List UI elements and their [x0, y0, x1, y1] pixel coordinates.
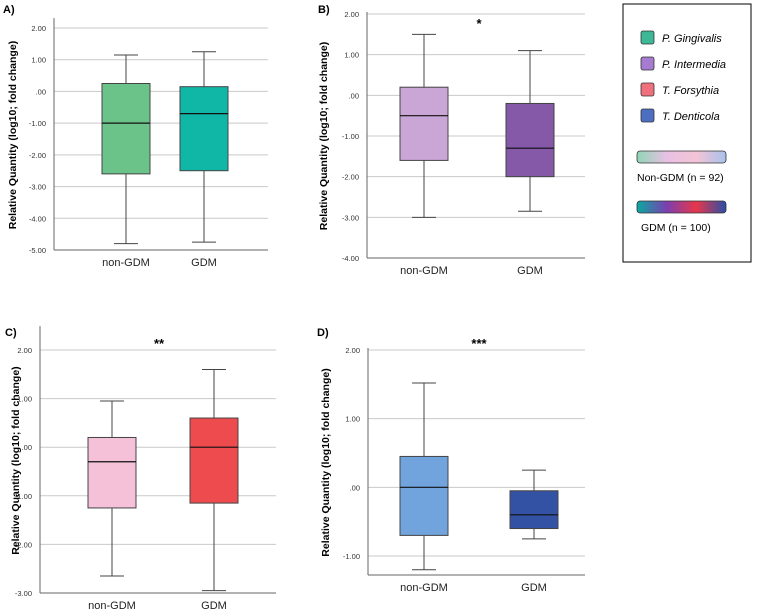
- significance-marker: *: [476, 16, 482, 31]
- panel-label: C): [5, 327, 17, 339]
- panel-label: D): [317, 327, 329, 339]
- box-non-gdm: [87, 400, 137, 577]
- legend-label: T. Denticola: [662, 111, 720, 123]
- y-tick-label: 1.00: [344, 51, 359, 60]
- y-tick-label: 2.00: [345, 346, 360, 355]
- panel-label: A): [3, 4, 15, 16]
- box-iqr: [87, 436, 137, 509]
- legend-swatch: [640, 82, 655, 97]
- legend-label: P. Gingivalis: [662, 33, 722, 45]
- y-tick-label: 1.00: [345, 415, 360, 424]
- significance-marker: ***: [471, 336, 487, 351]
- legend-frame: [622, 3, 752, 263]
- y-tick-label: -1.00: [29, 119, 46, 128]
- legend-item: T. Denticola: [640, 108, 720, 123]
- box-iqr: [179, 86, 229, 172]
- y-tick-label: -4.00: [29, 214, 46, 223]
- y-tick-label: .00: [36, 87, 46, 96]
- legend-swatch: [640, 30, 655, 45]
- box-non-gdm: [399, 382, 449, 571]
- y-tick-label: -2.00: [342, 173, 359, 182]
- box-iqr: [189, 417, 239, 504]
- y-tick-label: -5.00: [29, 246, 46, 255]
- y-tick-label: -3.00: [29, 183, 46, 192]
- box-iqr: [509, 490, 559, 530]
- legend-item: P. Intermedia: [640, 56, 726, 71]
- y-axis-label: Relative Quantity (log10; fold change): [7, 41, 19, 229]
- x-tick-label: non-GDM: [400, 582, 448, 594]
- chart-panel: D) 2.00 1.00 .00 -1.00 Relative Quantity (log…: [317, 327, 585, 594]
- legend-label: T. Forsythia: [662, 85, 719, 97]
- legend-swatch: [640, 56, 655, 71]
- box-gdm: [505, 50, 555, 212]
- y-axis-label: Relative Quantity (log10; fold change): [318, 42, 330, 230]
- legend-scale-non-gdm-label: Non-GDM (n = 92): [637, 172, 724, 184]
- x-tick-label: GDM: [201, 600, 227, 611]
- x-tick-label: non-GDM: [102, 257, 150, 269]
- y-tick-label: -3.00: [342, 213, 359, 222]
- y-tick-label: .00: [349, 91, 359, 100]
- y-tick-label: -1.00: [343, 552, 360, 561]
- legend-scale-non-gdm: [636, 150, 727, 164]
- y-tick-label: .00: [350, 483, 360, 492]
- y-tick-label: -1.00: [15, 492, 32, 501]
- y-tick-label: 1.00: [31, 56, 46, 65]
- box-gdm: [189, 368, 239, 592]
- x-tick-label: GDM: [517, 265, 543, 277]
- box-gdm: [179, 51, 229, 243]
- x-tick-label: GDM: [521, 582, 547, 594]
- legend-scale-gdm-label: GDM (n = 100): [641, 222, 711, 234]
- box-iqr: [101, 83, 151, 175]
- y-tick-label: 1.00: [17, 395, 32, 404]
- y-tick-label: 2.00: [31, 24, 46, 33]
- y-tick-label: -4.00: [342, 254, 359, 263]
- x-tick-label: non-GDM: [88, 600, 136, 611]
- y-tick-label: 2.00: [344, 10, 359, 19]
- x-tick-label: non-GDM: [400, 265, 448, 277]
- legend-item: P. Gingivalis: [640, 30, 722, 45]
- y-tick-label: -2.00: [29, 151, 46, 160]
- panel-label: B): [318, 4, 330, 16]
- y-tick-label: -1.00: [342, 132, 359, 141]
- box-gdm: [509, 469, 559, 540]
- box-non-gdm: [399, 33, 449, 218]
- y-axis-label: Relative Quantity (log10; fold change): [10, 366, 22, 554]
- box-iqr: [399, 455, 449, 536]
- legend-label: P. Intermedia: [662, 59, 726, 71]
- x-tick-label: GDM: [191, 257, 217, 269]
- box-iqr: [505, 102, 555, 178]
- y-axis-label: Relative Quantity (log10; fold change): [320, 368, 332, 556]
- y-tick-label: .00: [22, 443, 32, 452]
- legend-swatch: [640, 108, 655, 123]
- y-tick-label: 2.00: [17, 346, 32, 355]
- chart-panel: B) 2.00 1.00 .00 -1.00 -2.00 -3.00 -4.00 Relativ…: [318, 4, 585, 277]
- legend-item: T. Forsythia: [640, 82, 719, 97]
- legend: P. Gingivalis P. Intermedia T. Forsythia T.…: [622, 3, 752, 263]
- chart-panel: C)2.00 1.00 .00 -1.00 -2.00 -3.00 Relative Qua…: [5, 326, 276, 611]
- legend-scale-gdm: [636, 200, 727, 214]
- significance-marker: **: [154, 336, 165, 351]
- chart-panel: A) 2.00 1.00 .00 -1.00 -2.00 -3.00 -4.00 -5.00 Re…: [3, 4, 268, 269]
- y-tick-label: -3.00: [15, 589, 32, 598]
- box-non-gdm: [101, 54, 151, 245]
- y-tick-label: -2.00: [15, 540, 32, 549]
- box-iqr: [399, 86, 449, 161]
